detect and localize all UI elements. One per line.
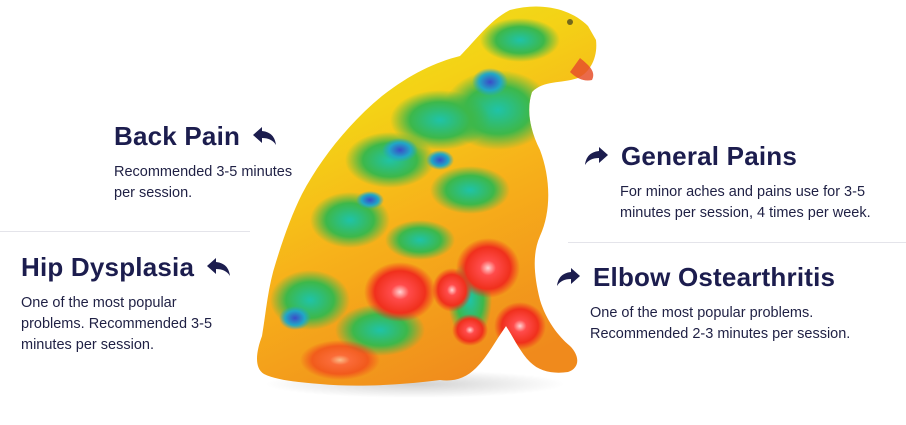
hip-dysplasia-title: Hip Dysplasia [21,252,195,282]
back-pain-section: Back Pain Recommended 3-5 minutes per se… [114,123,314,204]
forward-arrow-right-icon [555,266,581,288]
reply-arrow-left-icon [252,125,278,147]
divider-right [568,242,906,243]
hip-dysplasia-section: Hip Dysplasia One of the most popular pr… [21,254,241,356]
elbow-osteoarthritis-heading: Elbow Ostearthritis [555,264,895,290]
general-pains-title: General Pains [621,141,798,171]
hip-dysplasia-heading: Hip Dysplasia [21,254,241,280]
general-pains-section: General Pains For minor aches and pains … [583,143,893,224]
elbow-osteoarthritis-title: Elbow Ostearthritis [593,262,836,292]
divider-left [0,231,250,232]
general-pains-description: For minor aches and pains use for 3-5 mi… [620,184,871,221]
forward-arrow-right-icon [583,145,609,167]
dog-thermal-heatmap-image [240,0,600,425]
general-pains-heading: General Pains [583,143,893,169]
elbow-osteoarthritis-section: Elbow Ostearthritis One of the most popu… [555,264,895,345]
back-pain-title: Back Pain [114,121,241,151]
reply-arrow-left-icon [206,256,232,278]
hip-dysplasia-description: One of the most popular problems. Recomm… [21,295,213,353]
elbow-osteoarthritis-description: One of the most popular problems. Recomm… [590,305,851,342]
back-pain-heading: Back Pain [114,123,314,149]
back-pain-description: Recommended 3-5 minutes per session. [114,164,293,201]
